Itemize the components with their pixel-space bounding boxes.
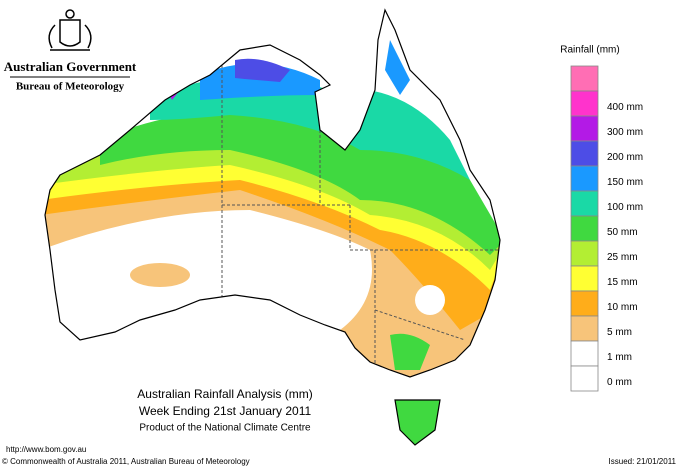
legend-label: 150 mm	[607, 177, 643, 188]
legend-swatch	[570, 290, 599, 317]
legend-swatch	[570, 215, 599, 242]
legend-swatch	[570, 365, 599, 392]
legend-label: 5 mm	[607, 327, 632, 338]
agency: Bureau of Meteorology	[16, 81, 125, 93]
legend-swatch	[570, 240, 599, 267]
legend-label: 300 mm	[607, 127, 643, 138]
legend-swatch	[570, 65, 599, 92]
crest	[48, 9, 92, 51]
legend-swatch	[570, 265, 599, 292]
legend-swatch	[570, 115, 599, 142]
legend-swatch	[570, 315, 599, 342]
footer-issued: Issued: 21/01/2011	[609, 457, 677, 466]
map-title: Australian Rainfall Analysis (mm)	[137, 387, 312, 401]
map-subtitle: Week Ending 21st January 2011	[139, 404, 312, 418]
legend-label: 50 mm	[607, 227, 638, 238]
footer-url: http://www.bom.gov.au	[6, 445, 86, 454]
legend-label: 400 mm	[607, 102, 643, 113]
legend-swatch	[570, 190, 599, 217]
legend-swatch	[570, 90, 599, 117]
legend-label: 25 mm	[607, 252, 638, 263]
government: Australian Government	[4, 59, 137, 74]
legend: 400 mm 300 mm 200 mm 150 mm 100 mm 50 mm 25 mm…	[570, 65, 643, 392]
map-credit: Product of the National Climate Centre	[139, 423, 311, 434]
legend-swatch	[570, 140, 599, 167]
legend-title: Rainfall (mm)	[560, 45, 619, 56]
legend-label: 200 mm	[607, 152, 643, 163]
legend-label: 15 mm	[607, 277, 638, 288]
footer-copyright: © Commonwealth of Australia 2011, Austra…	[2, 457, 250, 466]
legend-swatch	[570, 340, 599, 367]
legend-label: 100 mm	[607, 202, 643, 213]
legend-label: 0 mm	[607, 377, 632, 388]
legend-label: 10 mm	[607, 302, 638, 313]
legend-label: 1 mm	[607, 352, 632, 363]
legend-swatch	[570, 165, 599, 192]
